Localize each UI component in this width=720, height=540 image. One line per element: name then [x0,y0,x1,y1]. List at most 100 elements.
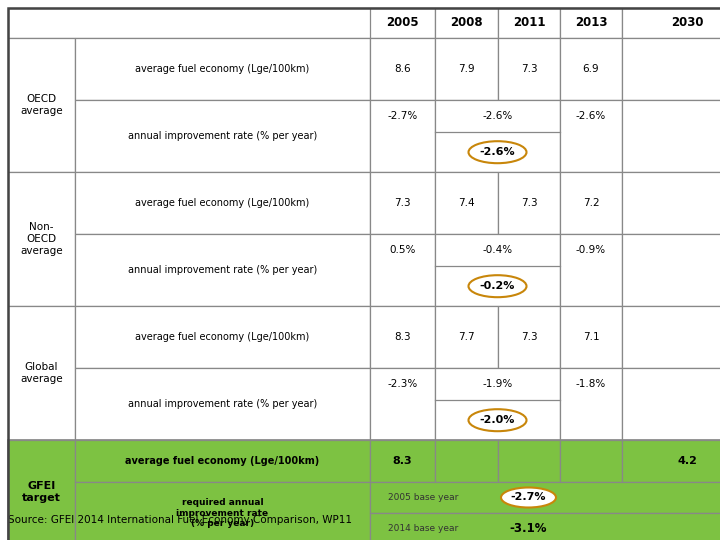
Text: -2.3%: -2.3% [387,379,418,389]
Text: average fuel economy (Lge/100km): average fuel economy (Lge/100km) [135,64,310,74]
Bar [498,306,560,368]
Text: 2011: 2011 [513,17,545,30]
Text: average fuel economy (Lge/100km): average fuel economy (Lge/100km) [135,198,310,208]
Text: -2.7%: -2.7% [387,111,418,121]
Text: 7.7: 7.7 [458,332,474,342]
Text: 2030: 2030 [671,17,703,30]
Text: 8.6: 8.6 [394,64,411,74]
Text: -3.1%: -3.1% [510,522,547,535]
Bar [75,172,370,234]
Bar [435,8,498,38]
Bar [8,440,720,540]
Bar [435,38,498,100]
Text: 2008: 2008 [450,17,483,30]
Ellipse shape [469,275,526,297]
Text: 7.2: 7.2 [582,198,599,208]
Bar [8,440,75,540]
Text: -2.6%: -2.6% [576,111,606,121]
Text: -1.9%: -1.9% [482,379,513,389]
Text: Global
average: Global average [20,362,63,384]
Ellipse shape [469,409,526,431]
Bar [435,440,498,482]
Text: 0.5%: 0.5% [390,245,415,255]
Bar [370,8,435,38]
Text: 7.3: 7.3 [521,332,537,342]
Bar [560,172,622,234]
Text: average fuel economy (Lge/100km): average fuel economy (Lge/100km) [135,332,310,342]
Bar [622,38,720,100]
Bar [435,172,498,234]
Text: 7.1: 7.1 [582,332,599,342]
Bar [622,8,720,38]
Bar [75,234,370,306]
Text: -0.2%: -0.2% [480,281,516,291]
Bar [8,306,75,440]
Bar [622,234,720,306]
Bar [75,440,370,482]
Text: average fuel economy (Lge/100km): average fuel economy (Lge/100km) [125,456,320,466]
Bar [560,440,622,482]
Bar [622,368,720,440]
Ellipse shape [469,141,526,163]
Bar [370,100,435,172]
Bar [370,172,435,234]
Text: -2.6%: -2.6% [482,111,513,121]
Bar [370,38,435,100]
Text: -0.4%: -0.4% [482,245,513,255]
Bar [75,100,370,172]
Bar [370,440,435,482]
Text: 6.9: 6.9 [582,64,599,74]
Text: 8.3: 8.3 [394,332,411,342]
Text: 7.4: 7.4 [458,198,474,208]
Bar [75,38,370,100]
Text: 7.9: 7.9 [458,64,474,74]
Text: annual improvement rate (% per year): annual improvement rate (% per year) [128,399,317,409]
Text: 8.3: 8.3 [392,456,413,466]
Text: -2.7%: -2.7% [510,492,546,503]
Text: 7.3: 7.3 [521,64,537,74]
Text: -0.9%: -0.9% [576,245,606,255]
Bar [435,368,560,440]
Text: annual improvement rate (% per year): annual improvement rate (% per year) [128,265,317,275]
Bar [498,440,560,482]
Bar [560,306,622,368]
Bar [370,482,720,513]
Text: 2005 base year: 2005 base year [388,493,459,502]
Bar [435,306,498,368]
Text: Source: GFEI 2014 International Fuel Economy Comparison, WP11: Source: GFEI 2014 International Fuel Eco… [8,515,352,525]
Bar [498,38,560,100]
Text: 2014 base year: 2014 base year [388,524,458,533]
Bar [370,234,435,306]
Bar [560,234,622,306]
Text: 4.2: 4.2 [677,456,697,466]
Bar [622,172,720,234]
Bar [435,234,560,306]
Text: -1.8%: -1.8% [576,379,606,389]
Bar [370,306,435,368]
Bar [8,8,720,38]
Ellipse shape [501,488,556,508]
Text: 7.3: 7.3 [394,198,411,208]
Bar [498,8,560,38]
Bar [8,38,75,172]
Bar [498,172,560,234]
Bar [75,482,370,540]
Bar [560,368,622,440]
Bar [370,368,435,440]
Bar [622,440,720,482]
Text: annual improvement rate (% per year): annual improvement rate (% per year) [128,131,317,141]
Text: OECD
average: OECD average [20,94,63,116]
Text: GFEI
target: GFEI target [22,481,61,503]
Text: -2.0%: -2.0% [480,415,516,425]
Bar [370,513,720,540]
Text: Non-
OECD
average: Non- OECD average [20,222,63,255]
Text: 7.3: 7.3 [521,198,537,208]
Bar [75,306,370,368]
Bar [560,38,622,100]
Bar [622,306,720,368]
Text: -2.6%: -2.6% [480,147,516,157]
Bar [560,100,622,172]
Bar [8,172,75,306]
Text: 2013: 2013 [575,17,607,30]
Bar [435,100,560,172]
